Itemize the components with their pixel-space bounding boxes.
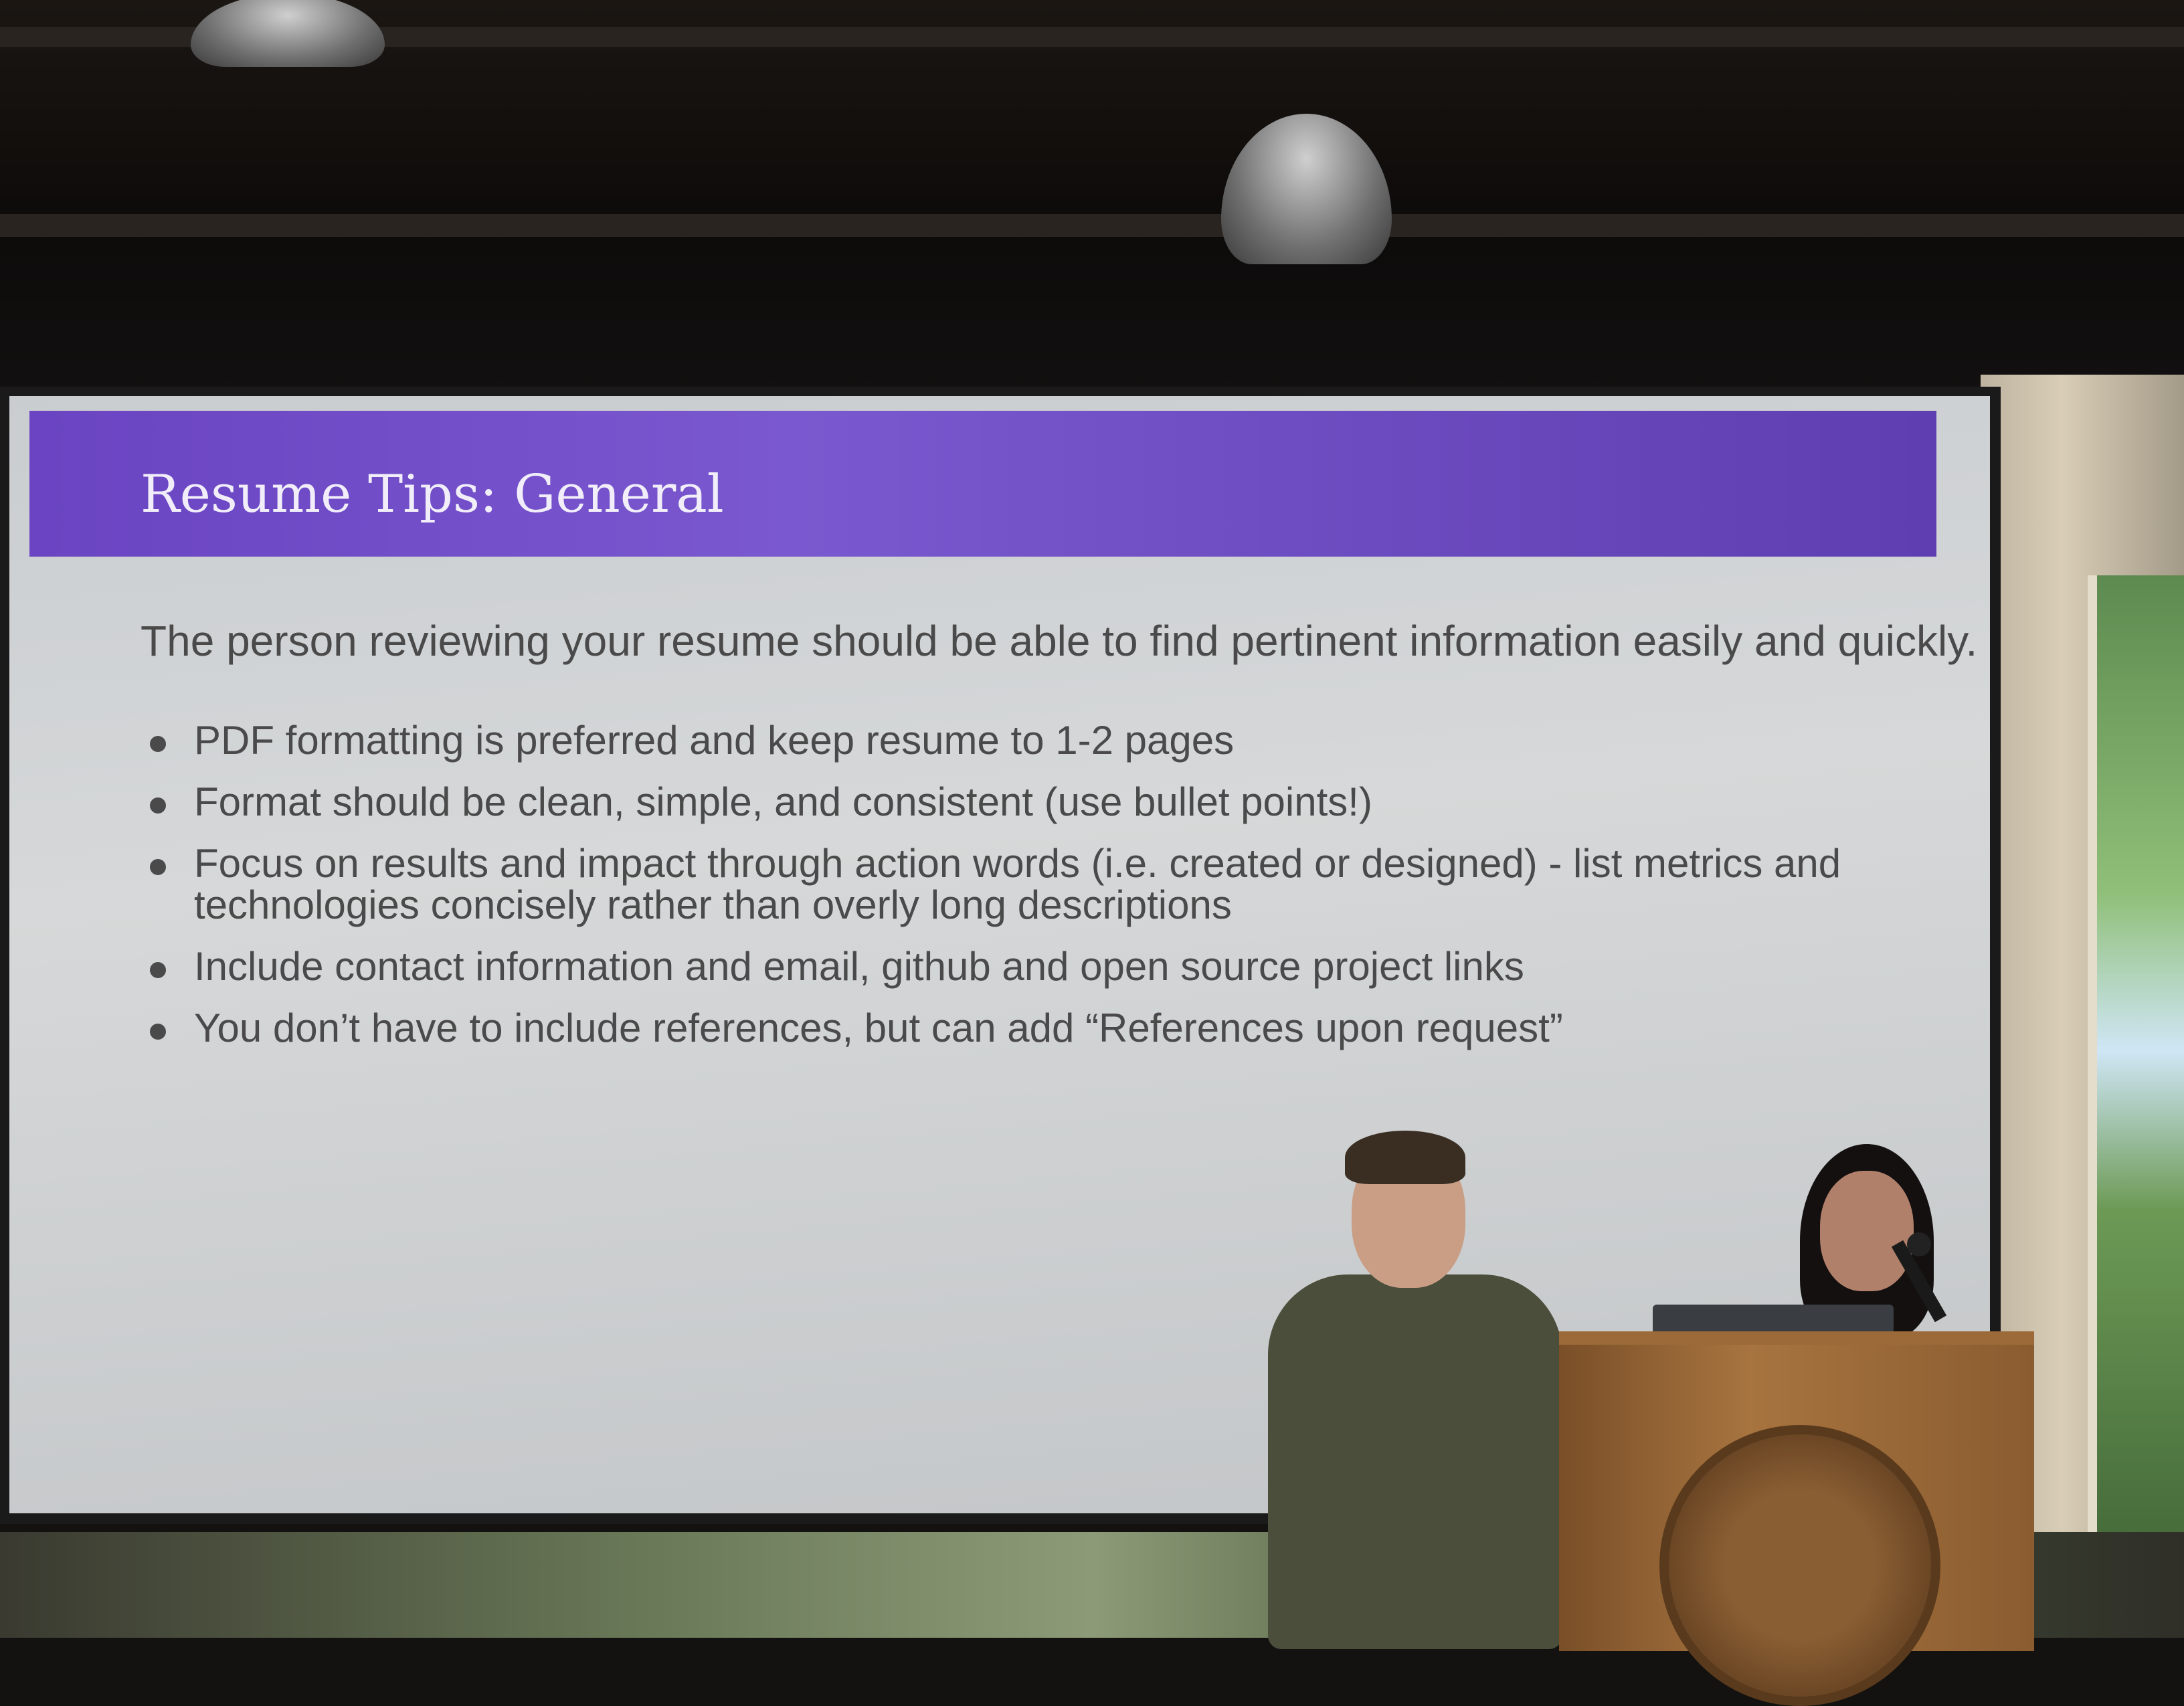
bullet-text: Include contact information and email, g…: [194, 944, 1524, 989]
presenter-shirt: [1268, 1274, 1562, 1649]
microphone-icon: [1907, 1232, 1931, 1256]
list-item: Include contact information and email, g…: [141, 946, 1981, 987]
bullet-dot-icon: [150, 859, 166, 875]
bullet-text: PDF formatting is preferred and keep res…: [194, 718, 1235, 763]
projection-screen: Resume Tips: General The person reviewin…: [9, 396, 1990, 1513]
presenter-head: [1820, 1171, 1914, 1291]
bullet-list: PDF formatting is preferred and keep res…: [141, 720, 1981, 1049]
laptop: [1653, 1305, 1894, 1334]
bullet-dot-icon: [150, 1024, 166, 1040]
ceiling-beam: [0, 214, 2184, 237]
bullet-dot-icon: [150, 736, 166, 752]
window: [2088, 575, 2184, 1632]
bullet-dot-icon: [150, 797, 166, 814]
university-seal: [1659, 1425, 1940, 1706]
ceiling: [0, 0, 2184, 401]
list-item: PDF formatting is preferred and keep res…: [141, 720, 1981, 761]
list-item: Format should be clean, simple, and cons…: [141, 781, 1981, 823]
bullet-text: Format should be clean, simple, and cons…: [194, 779, 1372, 824]
slide-header-bar: Resume Tips: General: [29, 411, 1936, 557]
bullet-text: You don’t have to include references, bu…: [194, 1006, 1563, 1050]
podium: [1559, 1331, 2034, 1706]
ceiling-lamp: [191, 0, 385, 67]
slide-title: Resume Tips: General: [141, 464, 724, 525]
bullet-text: Focus on results and impact through acti…: [194, 841, 1841, 927]
ceiling-lamp: [1221, 114, 1392, 264]
slide-body: The person reviewing your resume should …: [141, 609, 1981, 1069]
list-item: Focus on results and impact through acti…: [141, 843, 1981, 926]
slide-intro: The person reviewing your resume should …: [141, 617, 1978, 665]
list-item: You don’t have to include references, bu…: [141, 1008, 1981, 1049]
bullet-dot-icon: [150, 962, 166, 978]
presenter-hair: [1345, 1131, 1465, 1184]
